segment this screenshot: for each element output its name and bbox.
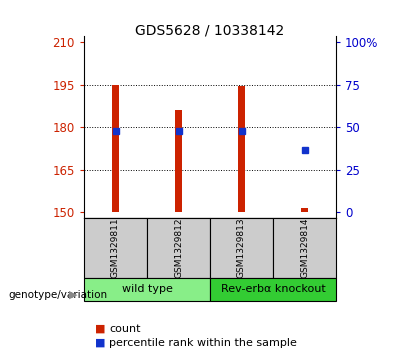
- Bar: [273, 218, 336, 278]
- Bar: [84, 218, 147, 278]
- Bar: [301, 208, 308, 212]
- Bar: [210, 278, 336, 301]
- Bar: [112, 85, 119, 212]
- Text: GSM1329812: GSM1329812: [174, 217, 183, 278]
- Text: count: count: [109, 323, 141, 334]
- Text: GSM1329811: GSM1329811: [111, 217, 120, 278]
- Text: ■: ■: [95, 323, 105, 334]
- Text: GSM1329814: GSM1329814: [300, 217, 309, 278]
- Bar: [147, 218, 210, 278]
- Text: ▶: ▶: [69, 290, 78, 300]
- Text: Rev-erbα knockout: Rev-erbα knockout: [220, 285, 326, 294]
- Text: GDS5628 / 10338142: GDS5628 / 10338142: [135, 24, 285, 38]
- Bar: [210, 218, 273, 278]
- Bar: [175, 110, 182, 212]
- Text: GSM1329813: GSM1329813: [237, 217, 246, 278]
- Bar: [238, 86, 245, 212]
- Text: genotype/variation: genotype/variation: [8, 290, 108, 300]
- Bar: [84, 278, 210, 301]
- Text: ■: ■: [95, 338, 105, 348]
- Text: wild type: wild type: [121, 285, 173, 294]
- Text: percentile rank within the sample: percentile rank within the sample: [109, 338, 297, 348]
